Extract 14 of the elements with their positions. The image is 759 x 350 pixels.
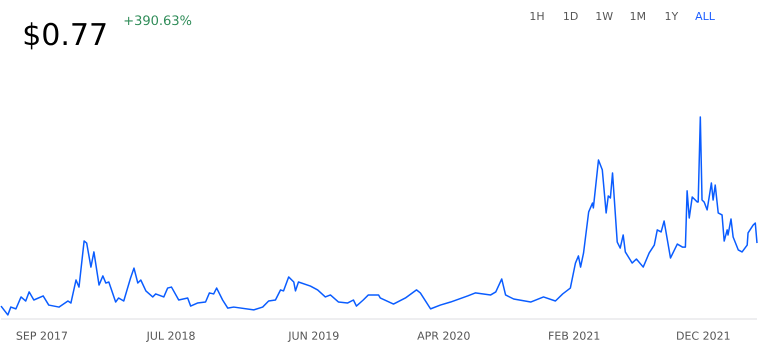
text: 1M [630,12,645,20]
x-tick-label: JUN 2019 [288,332,339,342]
text: ALL [695,12,715,20]
x-tick-label: FEB 2021 [549,332,600,340]
text: 1D [564,12,578,20]
x-tick-label: DEC 2021 [677,332,730,340]
x-tick-label: SEP 2017 [16,332,67,340]
x-tick-label: JUL 2018 [146,332,195,342]
text: 1H [530,12,544,20]
text: 1W [596,12,613,20]
chart-title: $0.77 [24,22,106,50]
chart-subtitle: +390.63% [124,15,192,26]
x-tick-label: APR 2020 [417,332,470,340]
text: 1Y [666,12,678,20]
